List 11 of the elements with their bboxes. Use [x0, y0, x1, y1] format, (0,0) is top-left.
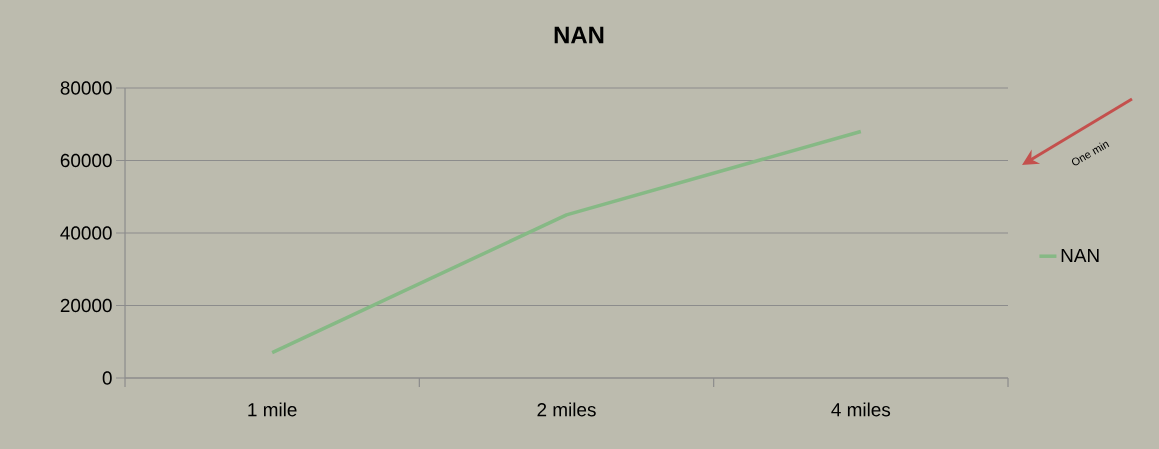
y-tick-label: 60000: [60, 153, 112, 168]
y-tick-label: 80000: [60, 81, 112, 95]
x-tick-label: 1 mile: [248, 402, 297, 417]
x-tick-label: 4 miles: [831, 402, 891, 417]
legend-label: NAN: [1061, 248, 1099, 262]
y-tick-label: 20000: [60, 298, 112, 313]
chart-title: NAN: [554, 26, 604, 44]
x-tick-label: 2 miles: [537, 402, 596, 417]
y-tick-label: 40000: [60, 226, 112, 240]
y-tick-label: 0: [102, 371, 112, 385]
text: One min: [1071, 141, 1110, 166]
